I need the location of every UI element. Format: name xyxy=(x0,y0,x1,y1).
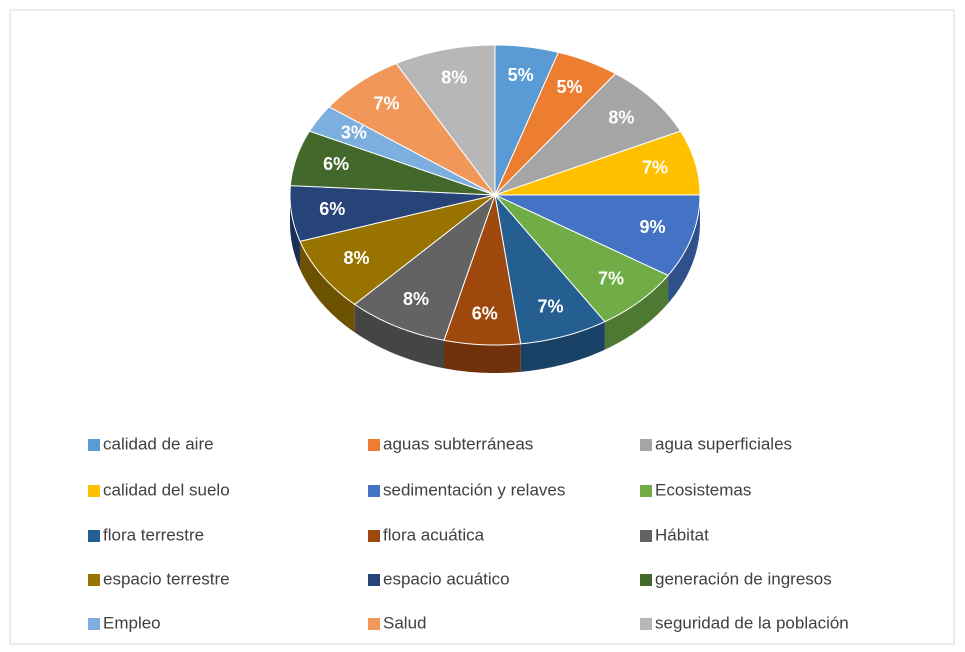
data-label: 8% xyxy=(344,248,370,268)
legend-swatch xyxy=(88,439,100,451)
data-label: 6% xyxy=(472,304,498,324)
legend-swatch xyxy=(368,530,380,542)
data-label: 9% xyxy=(639,217,665,237)
pie-slice xyxy=(494,130,701,196)
legend-label: Hábitat xyxy=(655,525,709,544)
data-label: 8% xyxy=(441,68,467,88)
pie-slice xyxy=(308,106,496,196)
pie-slice xyxy=(494,73,682,196)
legend-label: Empleo xyxy=(103,613,161,632)
pie-slice xyxy=(494,194,669,323)
legend-swatch xyxy=(368,439,380,451)
legend-label: espacio acuático xyxy=(383,569,510,588)
pie-side xyxy=(290,195,301,270)
legend-label: generación de ingresos xyxy=(655,569,832,588)
legend-label: calidad del suelo xyxy=(103,480,230,499)
data-label: 3% xyxy=(341,123,367,143)
legend-label: calidad de aire xyxy=(103,434,214,453)
data-label: 6% xyxy=(319,199,345,219)
pie-side xyxy=(300,241,355,333)
pie-slice xyxy=(353,193,497,341)
legend-swatch xyxy=(88,530,100,542)
data-label: 8% xyxy=(403,289,429,309)
legend-swatch xyxy=(640,439,652,451)
legend-label: seguridad de la población xyxy=(655,613,849,632)
pie-slice xyxy=(299,194,496,305)
data-label: 6% xyxy=(323,154,349,174)
legend-swatch xyxy=(640,530,652,542)
pie-slice xyxy=(443,193,522,346)
legend-swatch xyxy=(88,485,100,497)
pie-side xyxy=(668,195,700,304)
pie-side xyxy=(444,340,521,373)
legend-swatch xyxy=(640,574,652,586)
data-label: 5% xyxy=(508,65,534,85)
legend-label: flora terrestre xyxy=(103,525,204,544)
pie-slice xyxy=(494,193,606,345)
data-label: 7% xyxy=(642,158,668,178)
legend-label: agua superficiales xyxy=(655,434,792,453)
legend-swatch xyxy=(640,485,652,497)
pie-slice xyxy=(289,185,496,242)
pie-slice xyxy=(494,44,560,196)
pie-slice xyxy=(289,130,496,196)
pie-side xyxy=(354,304,445,369)
pie-side xyxy=(520,321,605,372)
legend-label: sedimentación y relaves xyxy=(383,480,565,499)
data-label: 8% xyxy=(608,107,634,127)
legend-swatch xyxy=(368,574,380,586)
pie-slice xyxy=(395,44,496,197)
legend-swatch xyxy=(88,618,100,630)
data-label: 5% xyxy=(556,77,582,97)
legend-swatch xyxy=(88,574,100,586)
legend-swatch xyxy=(368,618,380,630)
pie-slice xyxy=(494,51,617,196)
legend-label: Salud xyxy=(383,613,426,632)
legend-swatch xyxy=(368,485,380,497)
data-label: 7% xyxy=(598,269,624,289)
data-label: 7% xyxy=(538,297,564,317)
pie-slice xyxy=(328,62,496,196)
legend-label: Ecosistemas xyxy=(655,480,751,499)
pie-side xyxy=(604,275,669,350)
legend-label: aguas subterráneas xyxy=(383,434,533,453)
legend-label: espacio terrestre xyxy=(103,569,230,588)
pie-slice xyxy=(494,194,701,276)
legend-swatch xyxy=(640,618,652,630)
data-label: 7% xyxy=(374,94,400,114)
legend-label: flora acuática xyxy=(383,525,485,544)
